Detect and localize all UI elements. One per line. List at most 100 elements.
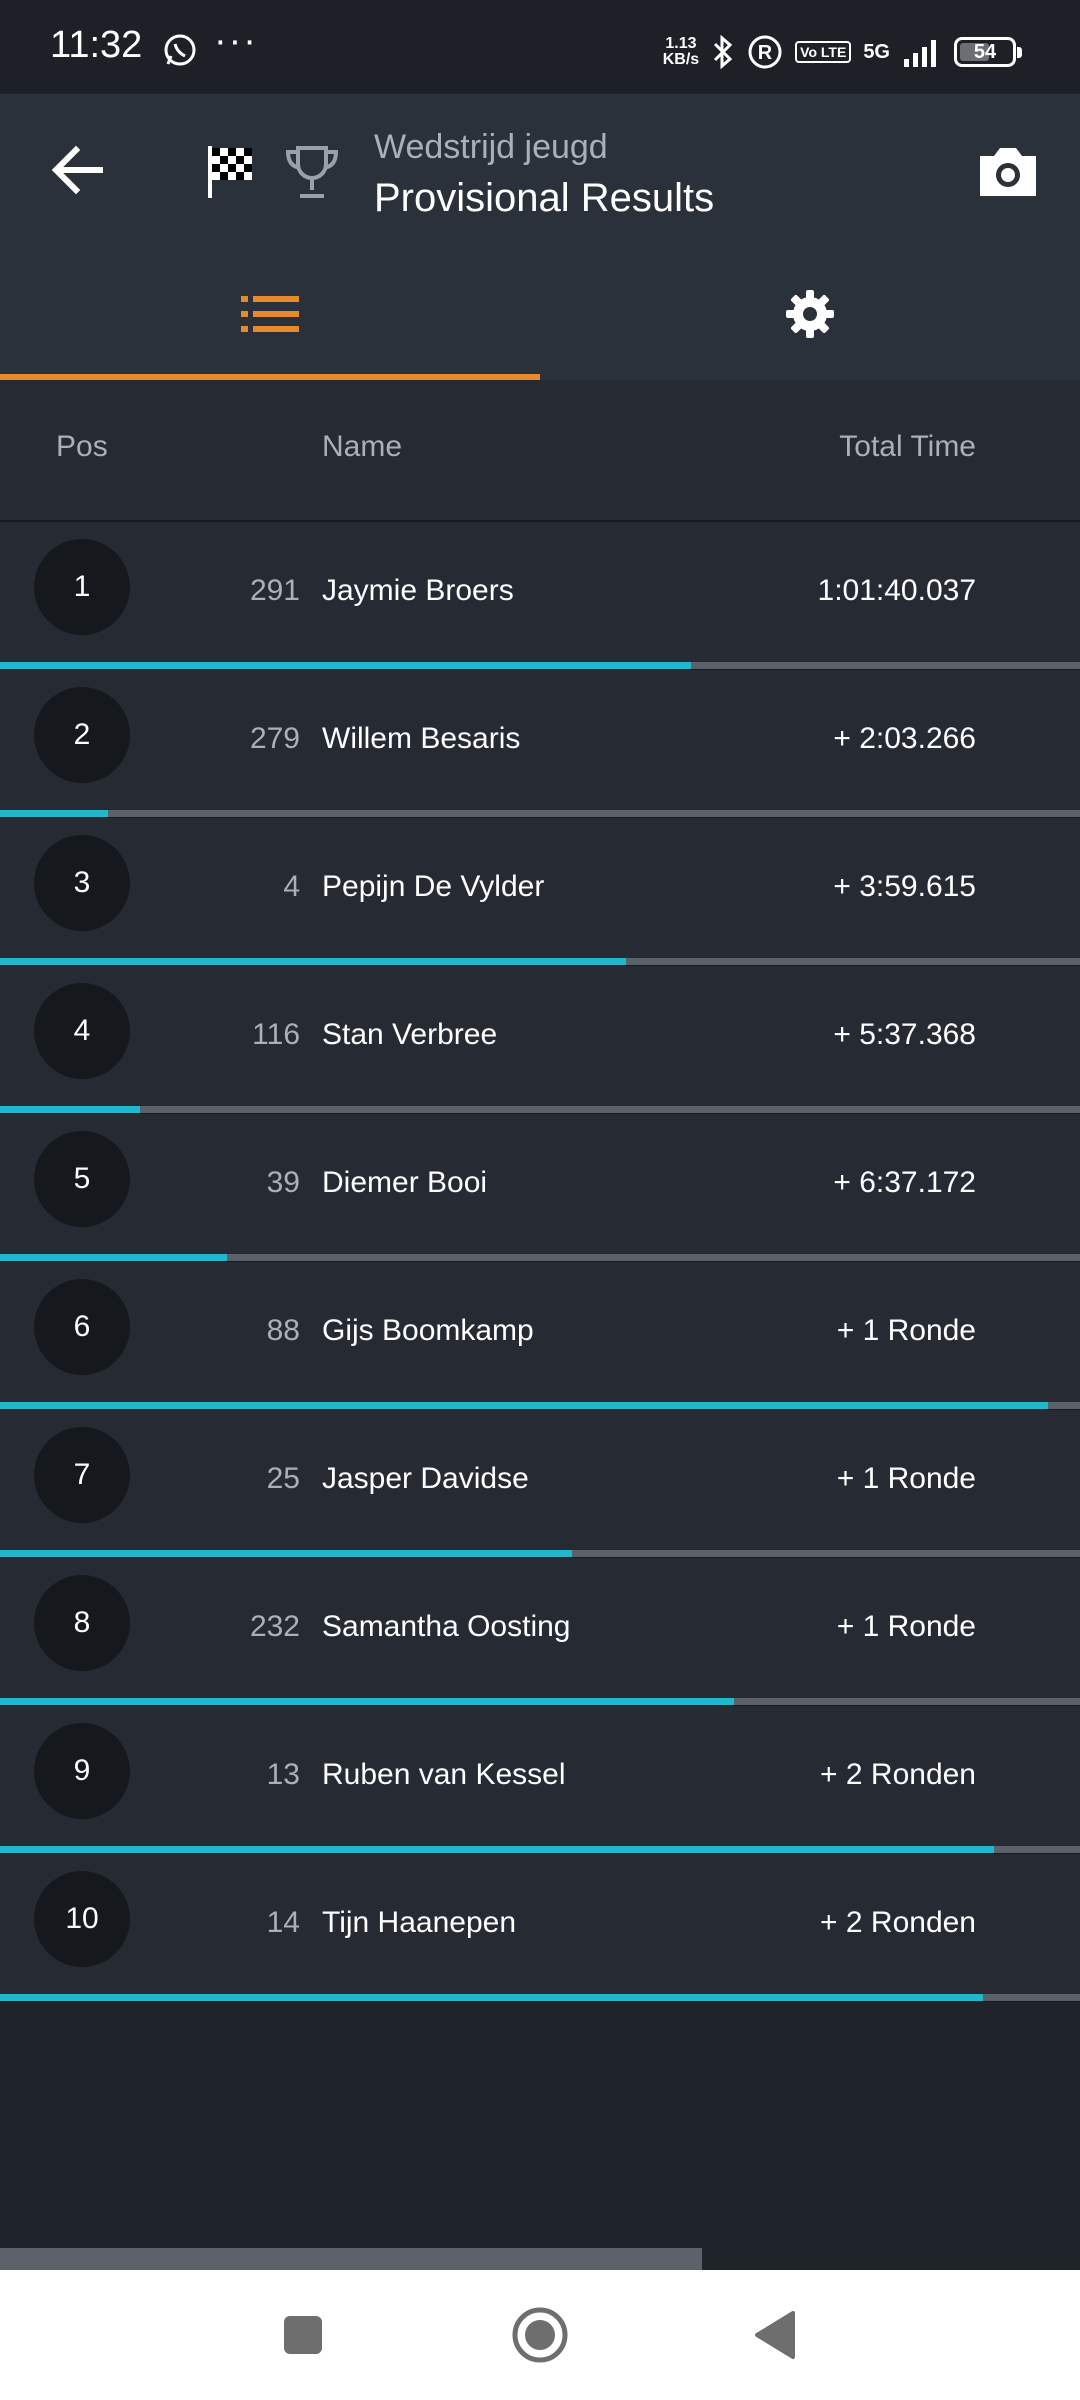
checkered-flag-icon: [208, 146, 252, 198]
bib-number: 116: [252, 1018, 300, 1051]
lap-progress: [0, 1106, 1080, 1113]
lap-progress: [0, 1698, 1080, 1705]
registered-icon: R: [748, 35, 782, 69]
more-notifications-icon: ···: [214, 20, 258, 62]
lap-progress: [0, 1994, 1080, 2001]
total-time: + 1 Ronde: [836, 1610, 976, 1643]
active-tab-indicator: [0, 374, 540, 380]
rider-name: Jaymie Broers: [322, 574, 514, 607]
status-time: 11:32: [50, 24, 143, 66]
bib-number: 4: [283, 870, 300, 903]
table-row[interactable]: 7 25 Jasper Davidse + 1 Ronde: [0, 1410, 1080, 1558]
position-badge: 2: [34, 687, 130, 783]
lap-progress-fill: [0, 1254, 227, 1261]
total-time: 1:01:40.037: [817, 574, 976, 607]
bib-number: 13: [266, 1758, 300, 1791]
back-arrow-icon[interactable]: [40, 130, 120, 210]
horizontal-scrollbar[interactable]: [0, 2248, 702, 2270]
rider-name: Stan Verbree: [322, 1018, 498, 1051]
bluetooth-icon: [714, 35, 733, 69]
lap-progress: [0, 1254, 1080, 1261]
rider-name: Gijs Boomkamp: [322, 1314, 534, 1347]
gear-icon: [786, 290, 834, 338]
rider-name: Tijn Haanepen: [322, 1906, 517, 1939]
camera-icon[interactable]: [976, 144, 1040, 200]
position-badge: 1: [34, 539, 130, 635]
total-time: + 1 Ronde: [836, 1462, 976, 1495]
rider-name: Willem Besaris: [322, 722, 521, 755]
total-time: + 1 Ronde: [836, 1314, 976, 1347]
lap-progress: [0, 1402, 1080, 1409]
svg-text:R: R: [758, 42, 773, 64]
rider-name: Samantha Oosting: [322, 1610, 571, 1643]
lap-progress-fill: [0, 1698, 735, 1705]
signal-icon: [904, 40, 936, 67]
whatsapp-icon: [164, 34, 196, 66]
page-title: Provisional Results: [374, 176, 715, 220]
total-time: + 6:37.172: [833, 1166, 976, 1199]
tab-bar: [0, 248, 1080, 380]
list-icon: [241, 296, 299, 332]
bib-number: 232: [249, 1610, 300, 1643]
tab-results-list[interactable]: [0, 248, 540, 380]
position-badge: 7: [34, 1427, 130, 1523]
back-triangle-icon: [755, 2311, 795, 2359]
table-row[interactable]: 3 4 Pepijn De Vylder + 3:59.615: [0, 818, 1080, 966]
total-time: + 2 Ronden: [820, 1906, 976, 1939]
total-time: + 2:03.266: [833, 722, 976, 755]
system-nav-bar: [0, 2270, 1080, 2400]
lap-progress-fill: [0, 1994, 983, 2001]
position-badge: 5: [34, 1131, 130, 1227]
lap-progress-fill: [0, 1402, 1048, 1409]
network-type: 5G: [863, 40, 890, 63]
bib-number: 39: [266, 1166, 300, 1199]
table-row[interactable]: 5 39 Diemer Booi + 6:37.172: [0, 1114, 1080, 1262]
lap-progress: [0, 1846, 1080, 1853]
bib-number: 25: [266, 1462, 300, 1495]
header-pos: Pos: [56, 430, 108, 463]
lap-progress-fill: [0, 1550, 573, 1557]
lap-progress-fill: [0, 1846, 994, 1853]
trophy-icon: [285, 146, 339, 198]
position-badge: 6: [34, 1279, 130, 1375]
lap-progress-fill: [0, 662, 692, 669]
position-badge: 8: [34, 1575, 130, 1671]
rider-name: Jasper Davidse: [322, 1462, 529, 1495]
status-bar: 11:32 ··· 1.13 KB/s R Vo LTE 5G 54: [0, 0, 1080, 94]
app-bar: Wedstrijd jeugd Provisional Results: [0, 94, 1080, 248]
results-list: 1 291 Jaymie Broers 1:01:40.037 2 279 Wi…: [0, 522, 1080, 2002]
bib-number: 14: [266, 1906, 300, 1939]
table-row[interactable]: 6 88 Gijs Boomkamp + 1 Ronde: [0, 1262, 1080, 1410]
home-button[interactable]: [505, 2300, 575, 2370]
table-row[interactable]: 2 279 Willem Besaris + 2:03.266: [0, 670, 1080, 818]
back-button[interactable]: [740, 2300, 810, 2370]
position-badge: 9: [34, 1723, 130, 1819]
total-time: + 5:37.368: [833, 1018, 976, 1051]
table-row[interactable]: 9 13 Ruben van Kessel + 2 Ronden: [0, 1706, 1080, 1854]
position-badge: 3: [34, 835, 130, 931]
recents-icon: [284, 2316, 322, 2354]
bib-number: 88: [266, 1314, 300, 1347]
rider-name: Ruben van Kessel: [322, 1758, 566, 1791]
rider-name: Pepijn De Vylder: [322, 870, 545, 903]
status-indicators: 1.13 KB/s R Vo LTE 5G 54: [663, 30, 1022, 74]
lap-progress: [0, 1550, 1080, 1557]
lap-progress: [0, 958, 1080, 965]
table-row[interactable]: 10 14 Tijn Haanepen + 2 Ronden: [0, 1854, 1080, 2002]
table-row[interactable]: 4 116 Stan Verbree + 5:37.368: [0, 966, 1080, 1114]
battery-icon: 54: [954, 37, 1022, 67]
lap-progress: [0, 810, 1080, 817]
total-time: + 3:59.615: [833, 870, 976, 903]
tab-settings[interactable]: [540, 248, 1080, 380]
volte-icon: Vo LTE: [795, 41, 852, 63]
header-total-time: Total Time: [839, 430, 976, 463]
bib-number: 291: [249, 574, 300, 607]
recents-button[interactable]: [268, 2300, 338, 2370]
lap-progress-fill: [0, 958, 627, 965]
table-row[interactable]: 1 291 Jaymie Broers 1:01:40.037: [0, 522, 1080, 670]
table-header: Pos Name Total Time: [0, 380, 1080, 522]
rider-name: Diemer Booi: [322, 1166, 488, 1199]
table-row[interactable]: 8 232 Samantha Oosting + 1 Ronde: [0, 1558, 1080, 1706]
header-name: Name: [322, 430, 403, 463]
home-icon: [512, 2307, 568, 2363]
